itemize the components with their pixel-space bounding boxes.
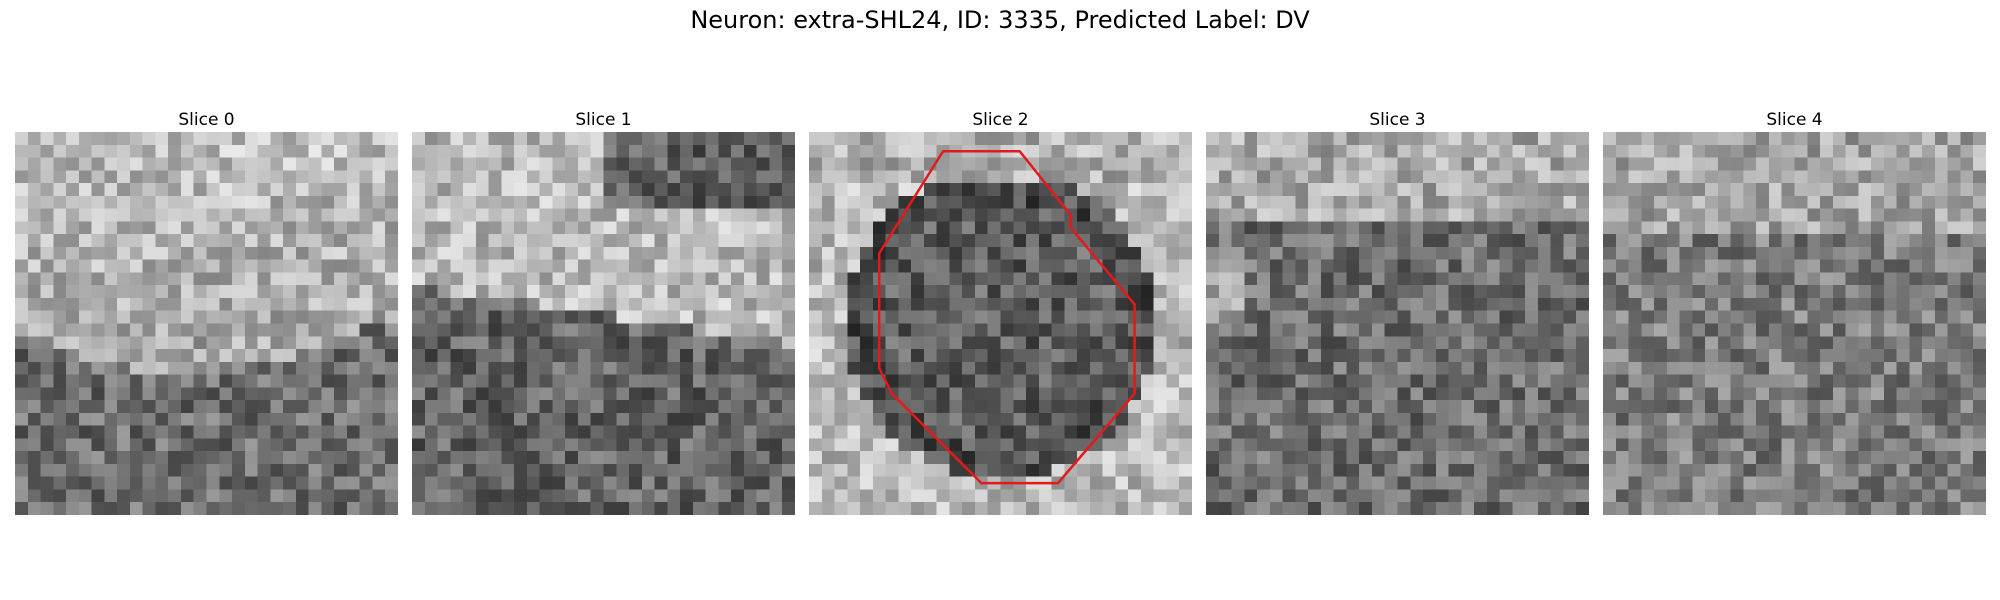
slice-panel-2: Slice 2 bbox=[809, 108, 1192, 515]
slice-title: Slice 3 bbox=[1369, 110, 1426, 130]
slice-panel-3: Slice 3 bbox=[1206, 108, 1589, 515]
slice-image bbox=[412, 132, 795, 515]
slice-image bbox=[1206, 132, 1589, 515]
slice-image bbox=[15, 132, 398, 515]
slice-panel-1: Slice 1 bbox=[412, 108, 795, 515]
slice-panel-0: Slice 0 bbox=[15, 108, 398, 515]
slice-title: Slice 1 bbox=[575, 110, 632, 130]
slice-title: Slice 0 bbox=[178, 110, 235, 130]
figure-title: Neuron: extra-SHL24, ID: 3335, Predicted… bbox=[690, 6, 1310, 34]
slice-title: Slice 4 bbox=[1766, 110, 1823, 130]
slice-image bbox=[1603, 132, 1986, 515]
slice-image bbox=[809, 132, 1192, 515]
slice-title: Slice 2 bbox=[972, 110, 1029, 130]
slice-panel-4: Slice 4 bbox=[1603, 108, 1986, 515]
